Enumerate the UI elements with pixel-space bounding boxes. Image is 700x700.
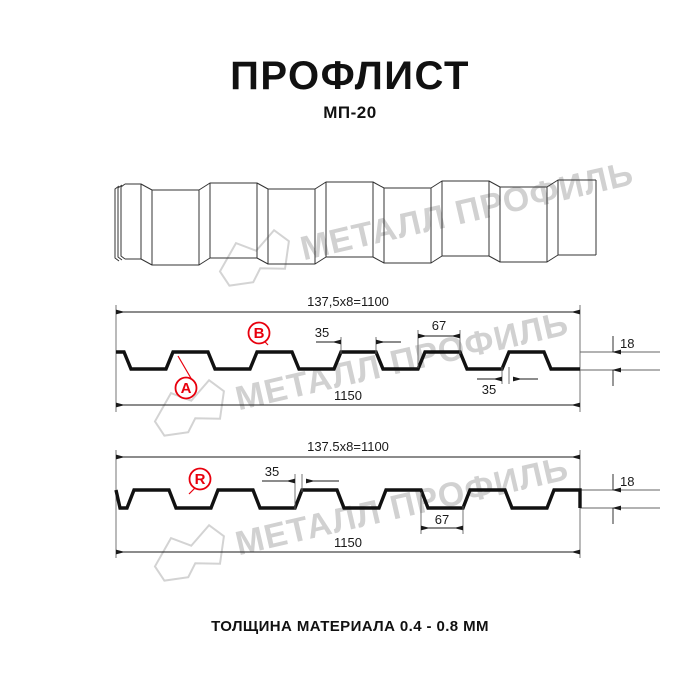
dim-label-rib-bottom-a: 35 <box>482 382 496 397</box>
section-a-view: 137,5x8=1100 1150 35 <box>115 294 660 412</box>
dim-label-crest-a: 67 <box>432 318 446 333</box>
isometric-view <box>114 179 597 266</box>
balloon-a-label: A <box>181 380 192 397</box>
dim-label-crest-r: 67 <box>435 512 449 527</box>
balloon-r: R <box>188 467 212 495</box>
section-a-dim-rib-bottom: 35 <box>477 367 538 397</box>
iso-edge-lip3 <box>120 183 126 260</box>
section-r-dim-top: 137.5x8=1100 <box>116 439 580 460</box>
page-title: ПРОФЛИСТ <box>230 54 470 98</box>
section-a-dim-top: 137,5x8=1100 <box>116 294 580 315</box>
profile-a-outline <box>116 350 580 371</box>
section-r-dim-bottom: 1150 <box>116 535 580 555</box>
logo-mark-icon <box>218 228 290 287</box>
dim-label-rib-top-r: 35 <box>265 464 279 479</box>
section-r-dim-crest: 67 <box>420 492 464 534</box>
dim-label-top-a: 137,5x8=1100 <box>307 294 389 309</box>
dim-label-height-r: 18 <box>620 474 634 489</box>
section-a-dim-height: 18 <box>612 336 634 386</box>
dim-label-bottom-r: 1150 <box>334 535 362 550</box>
balloon-b: B <box>247 321 271 346</box>
iso-edge-lip <box>114 185 120 262</box>
dim-label-bottom-a: 1150 <box>334 388 362 403</box>
section-a-dim-crest: 67 <box>417 318 461 368</box>
balloon-a: A <box>174 355 198 400</box>
section-a-dim-bottom: 1150 <box>116 388 580 408</box>
balloon-b-label: B <box>254 325 265 342</box>
balloon-r-circle <box>188 467 212 491</box>
dim-label-height-a: 18 <box>620 336 634 351</box>
section-r-view: 137.5x8=1100 1150 35 <box>114 439 660 558</box>
iso-edge-lip2 <box>117 184 123 261</box>
balloon-a-circle <box>174 376 198 400</box>
section-a-extension-lines <box>115 305 660 412</box>
dim-label-top-r: 137.5x8=1100 <box>307 439 389 454</box>
iso-bottom-valley <box>125 254 596 266</box>
balloon-r-label: R <box>195 471 206 488</box>
section-r-dim-rib-top: 35 <box>262 464 339 510</box>
section-r-dim-height: 18 <box>612 474 634 524</box>
iso-flank-edges <box>140 180 559 265</box>
page-subtitle: МП-20 <box>323 103 377 122</box>
dim-label-rib-top-a: 35 <box>315 325 329 340</box>
profile-r-outline <box>114 488 582 510</box>
iso-top-ridge <box>125 179 596 191</box>
material-thickness-note: ТОЛЩИНА МАТЕРИАЛА 0.4 - 0.8 ММ <box>211 618 489 635</box>
balloon-b-circle <box>247 321 271 345</box>
section-a-dim-rib-top: 35 <box>315 325 401 354</box>
